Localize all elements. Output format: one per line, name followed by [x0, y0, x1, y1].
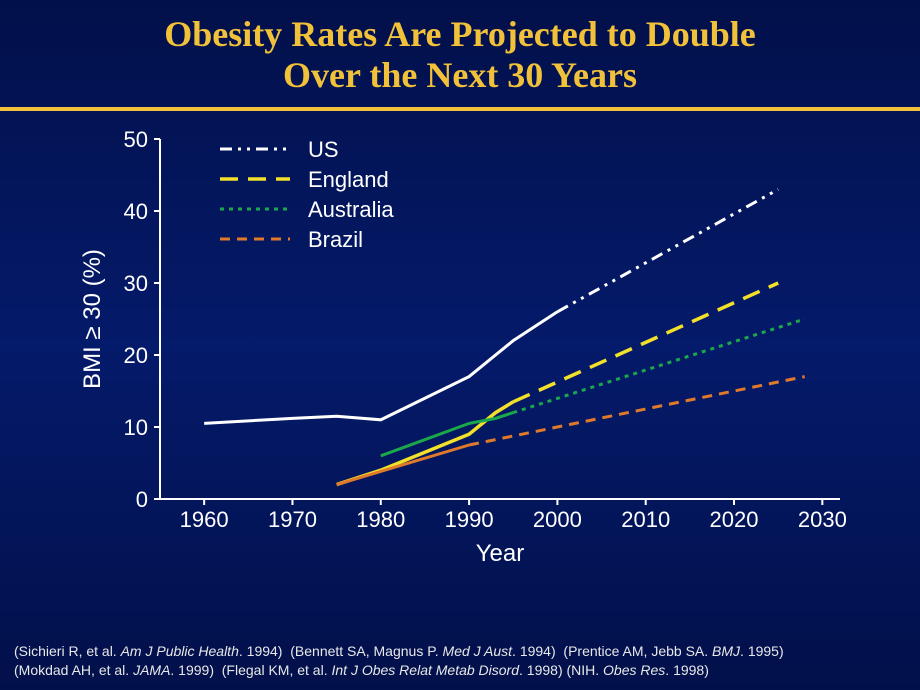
series-england-observed [337, 402, 514, 485]
series-australia-observed [381, 412, 513, 455]
y-tick-label: 40 [124, 199, 148, 224]
x-tick-label: 1980 [356, 507, 405, 532]
x-tick-label: 1970 [268, 507, 317, 532]
x-tick-label: 1960 [180, 507, 229, 532]
slide-title-line2: Over the Next 30 Years [0, 55, 920, 96]
series-australia-projected [513, 319, 804, 413]
legend-label: US [308, 137, 339, 162]
x-tick-label: 2000 [533, 507, 582, 532]
y-tick-label: 30 [124, 271, 148, 296]
y-axis-label: BMI ≥ 30 (%) [79, 249, 106, 389]
chart-svg: 0102030405019601970198019902000201020202… [60, 129, 860, 579]
legend-label: Brazil [308, 227, 363, 252]
x-axis-label: Year [476, 540, 525, 567]
x-tick-label: 2010 [621, 507, 670, 532]
title-divider [0, 107, 920, 111]
y-tick-label: 10 [124, 415, 148, 440]
series-us-projected [557, 189, 778, 311]
x-tick-label: 2030 [798, 507, 847, 532]
series-brazil-projected [469, 376, 805, 444]
legend-label: England [308, 167, 389, 192]
legend-label: Australia [308, 197, 394, 222]
citations: (Sichieri R, et al. Am J Public Health. … [14, 642, 906, 680]
x-tick-label: 2020 [710, 507, 759, 532]
citation-line-1: (Sichieri R, et al. Am J Public Health. … [14, 642, 906, 661]
y-tick-label: 50 [124, 129, 148, 152]
y-tick-label: 0 [136, 487, 148, 512]
slide-title-line1: Obesity Rates Are Projected to Double [0, 14, 920, 55]
citation-line-2: (Mokdad AH, et al. JAMA. 1999) (Flegal K… [14, 661, 906, 680]
slide-title-wrap: Obesity Rates Are Projected to Double Ov… [0, 0, 920, 101]
series-brazil-observed [337, 445, 469, 485]
obesity-chart: 0102030405019601970198019902000201020202… [60, 129, 860, 579]
y-tick-label: 20 [124, 343, 148, 368]
x-tick-label: 1990 [445, 507, 494, 532]
series-england-projected [513, 283, 778, 402]
